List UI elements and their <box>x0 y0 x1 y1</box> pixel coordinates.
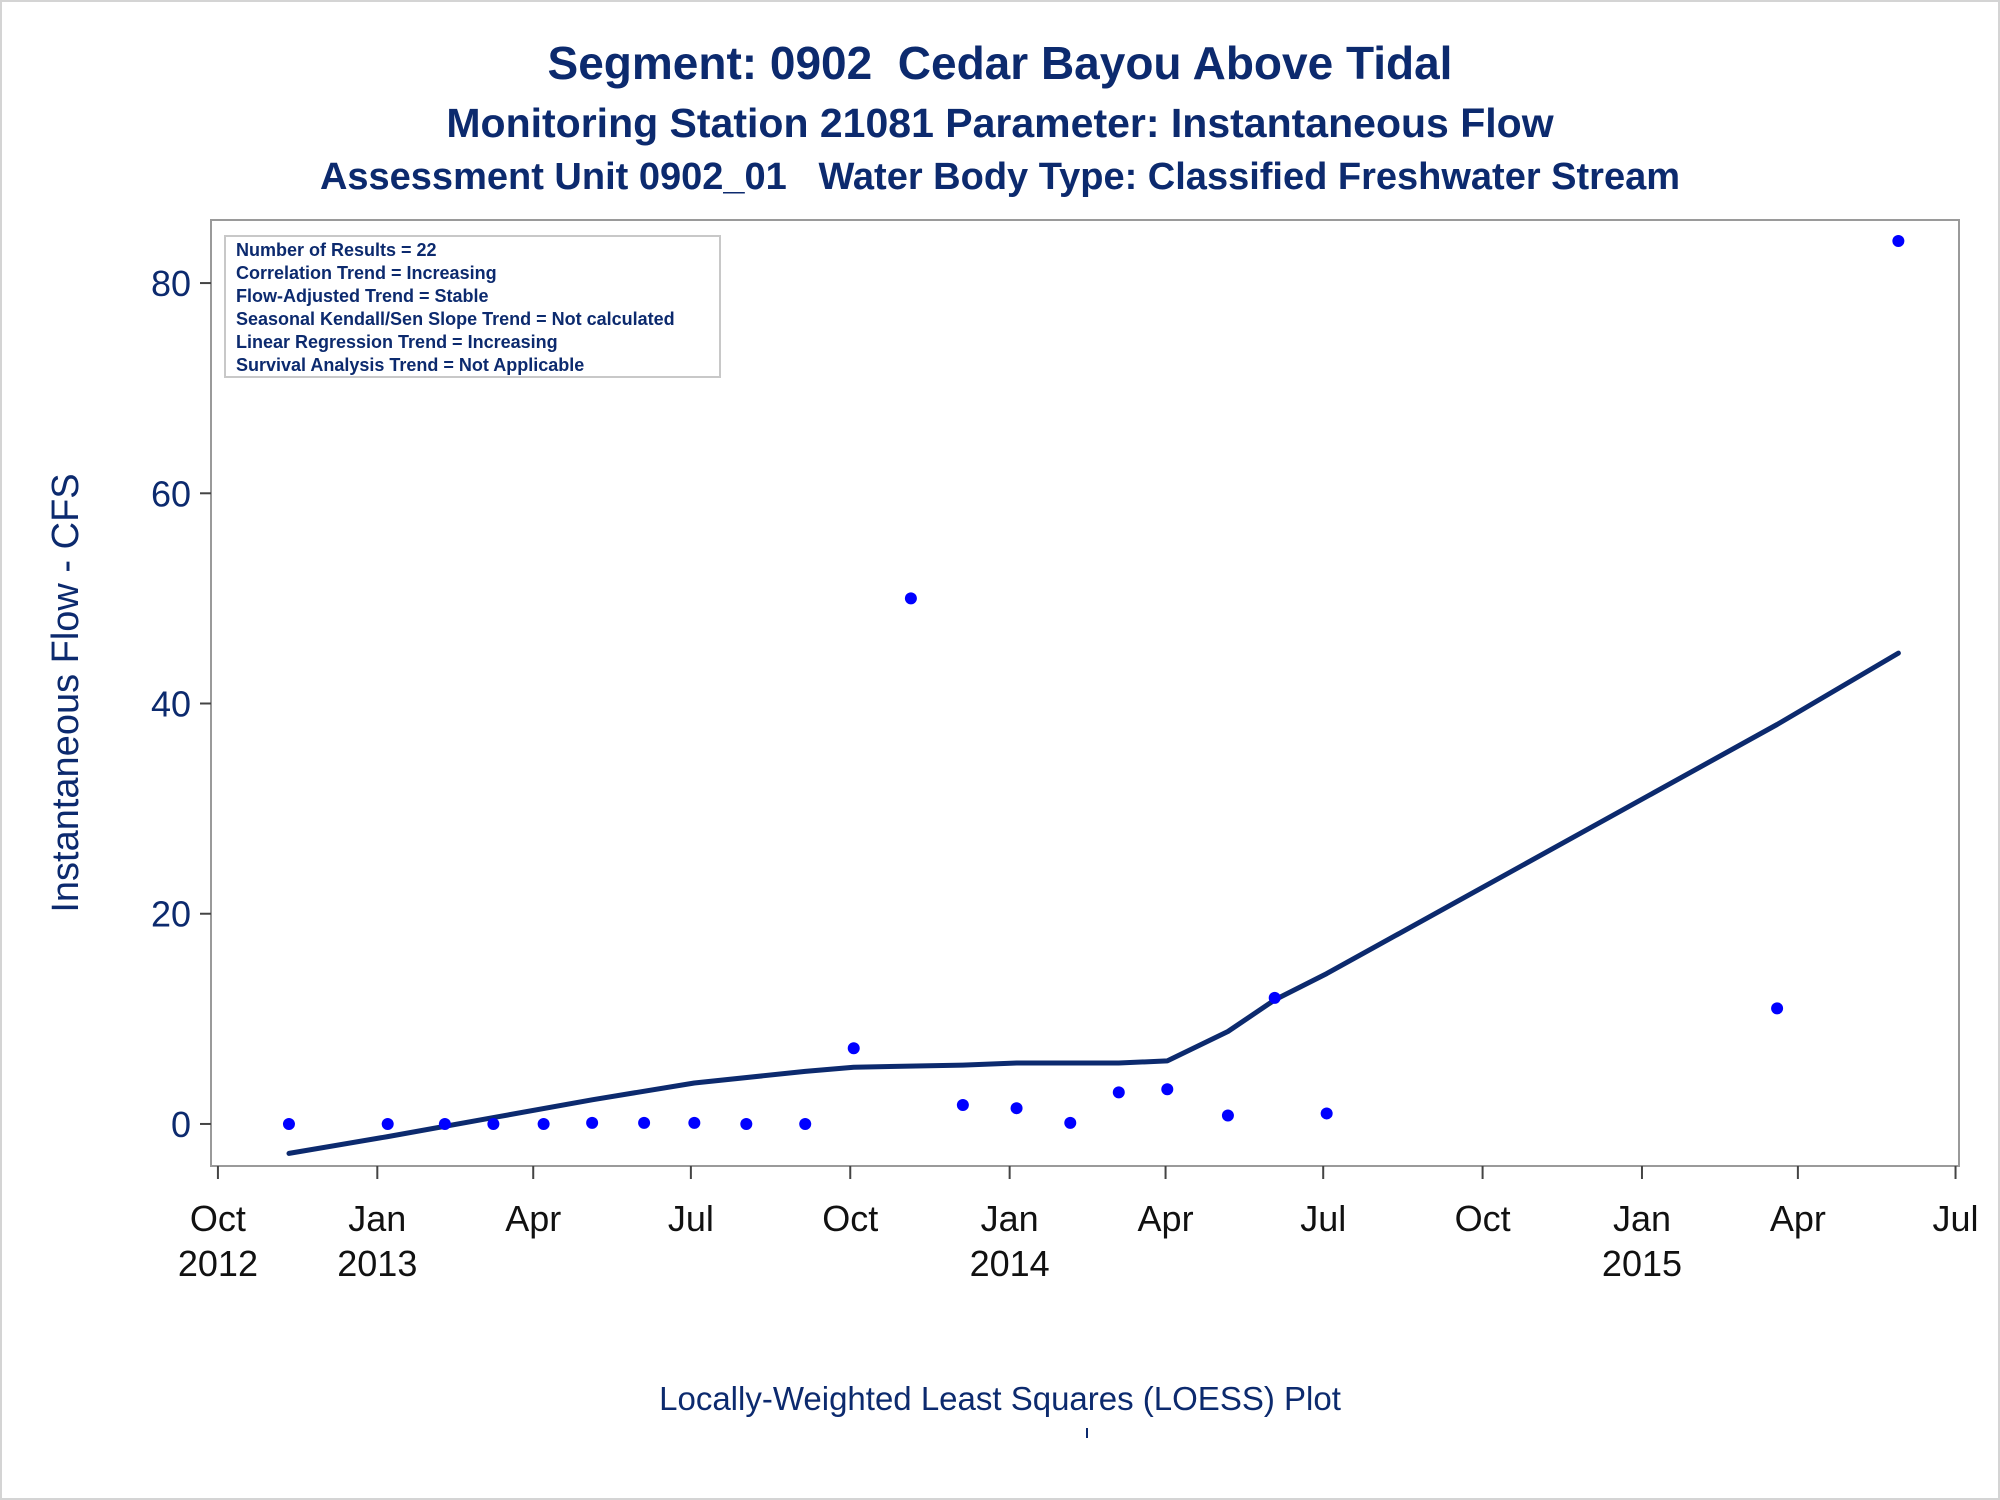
chart-title: Segment: 0902 Cedar Bayou Above Tidal <box>547 37 1453 89</box>
data-point <box>1771 1002 1784 1015</box>
summary-line: Flow-Adjusted Trend = Stable <box>236 286 489 306</box>
x-tick-label: Apr <box>1770 1198 1826 1239</box>
y-tick-label: 40 <box>151 684 191 725</box>
y-tick-label: 80 <box>151 263 191 304</box>
summary-box-frame <box>224 235 721 378</box>
data-point <box>638 1116 651 1129</box>
data-point <box>1112 1086 1125 1099</box>
loess-trend-line <box>286 650 1901 1156</box>
x-tick-label: 2013 <box>337 1243 417 1284</box>
x-tick-label: Jan <box>981 1198 1039 1239</box>
chart-subtitle-secondary: Assessment Unit 0902_01 Water Body Type:… <box>319 156 1681 198</box>
loess-trend-layer <box>286 650 1901 1156</box>
summary-line: Linear Regression Trend = Increasing <box>236 332 558 352</box>
data-point <box>904 592 917 605</box>
data-point <box>282 1117 295 1130</box>
x-tick-label: Oct <box>822 1198 878 1239</box>
footnote-mark <box>1086 1428 1088 1438</box>
data-point <box>1320 1107 1333 1120</box>
summary-line: Correlation Trend = Increasing <box>236 263 497 283</box>
x-tick-label: Jan <box>1613 1198 1671 1239</box>
data-point <box>1064 1116 1077 1129</box>
data-point <box>1161 1083 1174 1096</box>
data-point <box>438 1117 451 1130</box>
trend-summary-box: Number of Results = 22 Correlation Trend … <box>224 235 721 378</box>
x-tick-label: Jul <box>668 1198 714 1239</box>
chart-footnote: Locally-Weighted Least Squares (LOESS) P… <box>659 1380 1341 1417</box>
data-point <box>586 1116 599 1129</box>
x-tick-label: 2012 <box>178 1243 258 1284</box>
y-tick-label: 0 <box>171 1104 191 1145</box>
data-point <box>956 1099 969 1112</box>
x-tick-label: Jan <box>348 1198 406 1239</box>
x-tick-label: Jul <box>1933 1198 1979 1239</box>
x-tick-label: Oct <box>1455 1198 1511 1239</box>
data-point <box>688 1116 701 1129</box>
y-axis: 0 20 40 60 80 Instantaneous Flow - CFS <box>45 263 211 1145</box>
chart-subtitle: Monitoring Station 21081 Parameter: Inst… <box>446 100 1554 146</box>
x-tick-label: 2014 <box>970 1243 1050 1284</box>
summary-line: Seasonal Kendall/Sen Slope Trend = Not c… <box>236 309 675 329</box>
x-tick-label: Oct <box>190 1198 246 1239</box>
data-point <box>1268 991 1281 1004</box>
summary-line: Number of Results = 22 <box>236 240 437 260</box>
x-tick-label: Apr <box>505 1198 561 1239</box>
data-point <box>847 1042 860 1055</box>
data-point <box>799 1117 812 1130</box>
y-tick-label: 20 <box>151 894 191 935</box>
data-point <box>1221 1109 1234 1122</box>
y-tick-label: 60 <box>151 473 191 514</box>
data-point <box>381 1117 394 1130</box>
data-point <box>537 1117 550 1130</box>
data-point <box>487 1117 500 1130</box>
data-point <box>1892 235 1905 248</box>
x-tick-label: Jul <box>1300 1198 1346 1239</box>
data-point <box>1010 1102 1023 1115</box>
summary-line: Survival Analysis Trend = Not Applicable <box>236 355 584 375</box>
x-tick-label: 2015 <box>1602 1243 1682 1284</box>
x-tick-label: Apr <box>1138 1198 1194 1239</box>
y-axis-label: Instantaneous Flow - CFS <box>45 473 87 912</box>
data-point <box>740 1117 753 1130</box>
data-points-layer <box>282 235 1905 1130</box>
